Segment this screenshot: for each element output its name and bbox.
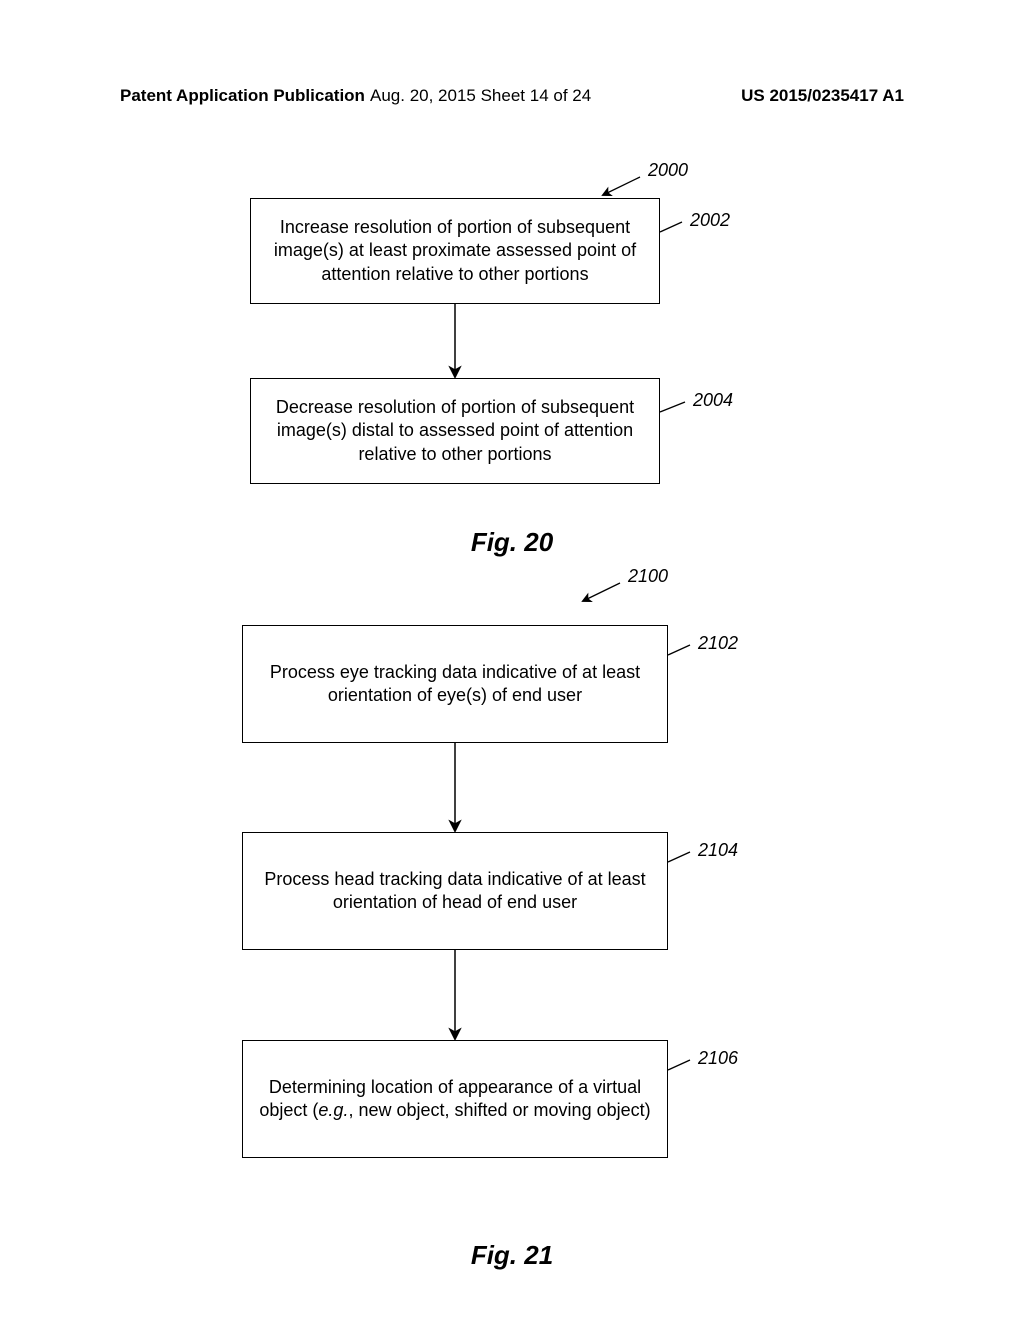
flow-box-2002: Increase resolution of portion of subseq… xyxy=(250,198,660,304)
flow-box-2004-text: Decrease resolution of portion of subseq… xyxy=(261,396,649,465)
flow-box-2106-text: Determining location of appearance of a … xyxy=(253,1076,657,1122)
header-center: Aug. 20, 2015 Sheet 14 of 24 xyxy=(370,86,591,106)
header-right: US 2015/0235417 A1 xyxy=(741,86,904,106)
ref-2102: 2102 xyxy=(698,633,738,654)
flow-box-2106: Determining location of appearance of a … xyxy=(242,1040,668,1158)
flow-box-2102: Process eye tracking data indicative of … xyxy=(242,625,668,743)
header-left: Patent Application Publication xyxy=(120,86,365,106)
flow-box-2104-text: Process head tracking data indicative of… xyxy=(253,868,657,914)
flow-box-2004: Decrease resolution of portion of subseq… xyxy=(250,378,660,484)
fig21-label: Fig. 21 xyxy=(0,1240,1024,1271)
ref-2000: 2000 xyxy=(648,160,688,181)
flow-box-2104: Process head tracking data indicative of… xyxy=(242,832,668,950)
ref-2106: 2106 xyxy=(698,1048,738,1069)
flow-box-2102-text: Process eye tracking data indicative of … xyxy=(253,661,657,707)
page-root: Patent Application Publication Aug. 20, … xyxy=(0,0,1024,1320)
ref-2002: 2002 xyxy=(690,210,730,231)
flow-box-2002-text: Increase resolution of portion of subseq… xyxy=(261,216,649,285)
ref-2004: 2004 xyxy=(693,390,733,411)
ref-2104: 2104 xyxy=(698,840,738,861)
page-header: Patent Application Publication Aug. 20, … xyxy=(0,86,1024,110)
ref-2100: 2100 xyxy=(628,566,668,587)
fig20-label: Fig. 20 xyxy=(0,527,1024,558)
